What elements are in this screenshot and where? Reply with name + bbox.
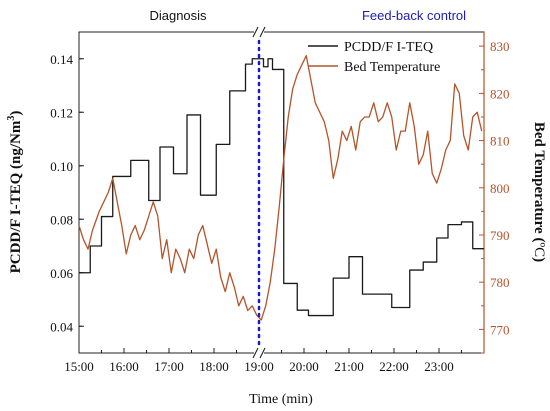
- left-y-axis-label-main: PCDD/F I-TEQ (ng/Nm: [8, 120, 24, 273]
- right-y-tick-label: 810: [490, 134, 510, 149]
- right-y-tick-label: 790: [490, 228, 510, 243]
- left-y-tick-label: 0.10: [50, 159, 73, 174]
- legend-label-bed: Bed Temperature: [344, 60, 440, 75]
- right-y-tick-label: 800: [490, 181, 510, 196]
- x-tick-label: 16:00: [109, 359, 139, 374]
- x-axis-label: Time (min): [249, 392, 313, 407]
- x-tick-label: 17:00: [154, 359, 184, 374]
- phase-label-feedback: Feed-back control: [362, 8, 466, 23]
- right-y-axis-label-main: Bed Temperature (: [531, 122, 547, 243]
- right-y-axis-label-unit: ºC: [531, 242, 547, 257]
- x-tick-label: 18:00: [199, 359, 229, 374]
- left-y-axis-label: PCDD/F I-TEQ (ng/Nm3): [6, 111, 24, 274]
- x-tick-label: 23:00: [424, 359, 454, 374]
- left-y-tick-label: 0.14: [50, 52, 73, 67]
- right-y-tick-label: 830: [490, 39, 510, 54]
- left-y-tick-label: 0.06: [50, 266, 73, 281]
- x-tick-label: 22:00: [379, 359, 409, 374]
- x-tick-label: 20:00: [289, 359, 319, 374]
- left-y-tick-label: 0.12: [50, 105, 73, 120]
- left-y-tick-label: 0.08: [50, 212, 73, 227]
- right-y-tick-label: 780: [490, 275, 510, 290]
- phase-label-diagnosis: Diagnosis: [149, 8, 207, 23]
- left-y-axis-label-end: ): [8, 111, 24, 116]
- left-y-tick-label: 0.04: [50, 319, 73, 334]
- right-y-tick-label: 820: [490, 86, 510, 101]
- right-y-axis-label: Bed Temperature (ºC): [531, 122, 547, 262]
- right-y-axis-label-end: ): [531, 257, 547, 262]
- x-tick-label: 19:00: [244, 359, 274, 374]
- x-tick-label: 15:00: [64, 359, 94, 374]
- x-tick-label: 21:00: [334, 359, 364, 374]
- legend-label-pcdd: PCDD/F I-TEQ: [344, 40, 433, 55]
- right-y-tick-label: 770: [490, 322, 510, 337]
